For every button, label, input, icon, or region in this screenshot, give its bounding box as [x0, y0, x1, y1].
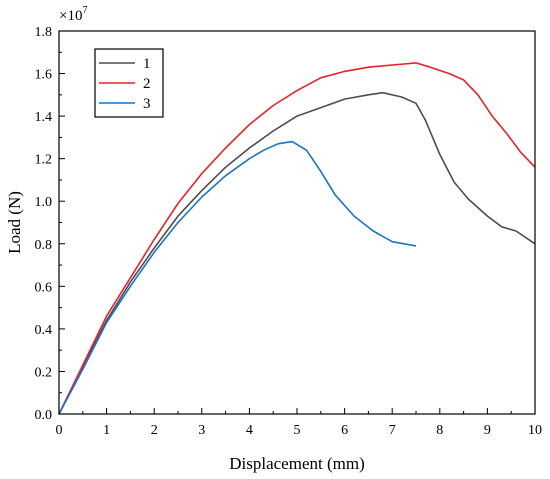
x-tick-label: 7: [389, 423, 396, 438]
y-tick-label: 1.6: [35, 68, 53, 83]
series-layer: [58, 62, 536, 415]
y-axis-multiplier: ×107: [59, 5, 87, 24]
x-tick-label: 5: [294, 423, 301, 438]
x-axis-label: Displacement (mm): [229, 454, 365, 473]
y-tick-label: 1.2: [35, 153, 53, 168]
x-tick-label: 0: [56, 423, 63, 438]
legend: 1 2 3: [94, 48, 164, 118]
x-tick-label: 8: [436, 423, 443, 438]
legend-label-3: 3: [143, 96, 151, 112]
x-tick-label: 1: [103, 423, 110, 438]
x-tick-label: 9: [484, 423, 491, 438]
y-tick-label: 1.8: [35, 25, 53, 40]
x-tick-label: 10: [528, 423, 542, 438]
y-axis-multiplier-base: ×10: [59, 8, 82, 24]
series-line-3: [58, 140, 417, 415]
series-line-2: [58, 62, 536, 415]
y-tick-label: 1.4: [35, 110, 53, 125]
x-tick-label: 4: [246, 423, 253, 438]
y-tick-label: 0.8: [35, 238, 53, 253]
y-tick-label: 0.0: [35, 408, 53, 423]
x-tick-label: 2: [151, 423, 158, 438]
legend-label-2: 2: [143, 76, 151, 92]
legend-label-1: 1: [143, 56, 151, 72]
x-tick-label: 3: [198, 423, 205, 438]
y-axis-label: Load (N): [5, 191, 24, 254]
plot-frame: [58, 30, 536, 415]
y-tick-label: 0.4: [35, 323, 53, 338]
y-axis-multiplier-exponent: 7: [82, 5, 87, 16]
y-tick-label: 1.0: [35, 195, 53, 210]
tick-label-layer: 0 1 2 3 4 5 6 7 8 9 10 0.0 0.2 0.4 0.6 0.8 1.0 1.2 1.4 1.6 1…: [35, 25, 543, 438]
x-tick-label: 6: [341, 423, 348, 438]
y-tick-label: 0.6: [35, 280, 53, 295]
series-line-1: [58, 91, 536, 415]
y-tick-label: 0.2: [35, 365, 53, 380]
